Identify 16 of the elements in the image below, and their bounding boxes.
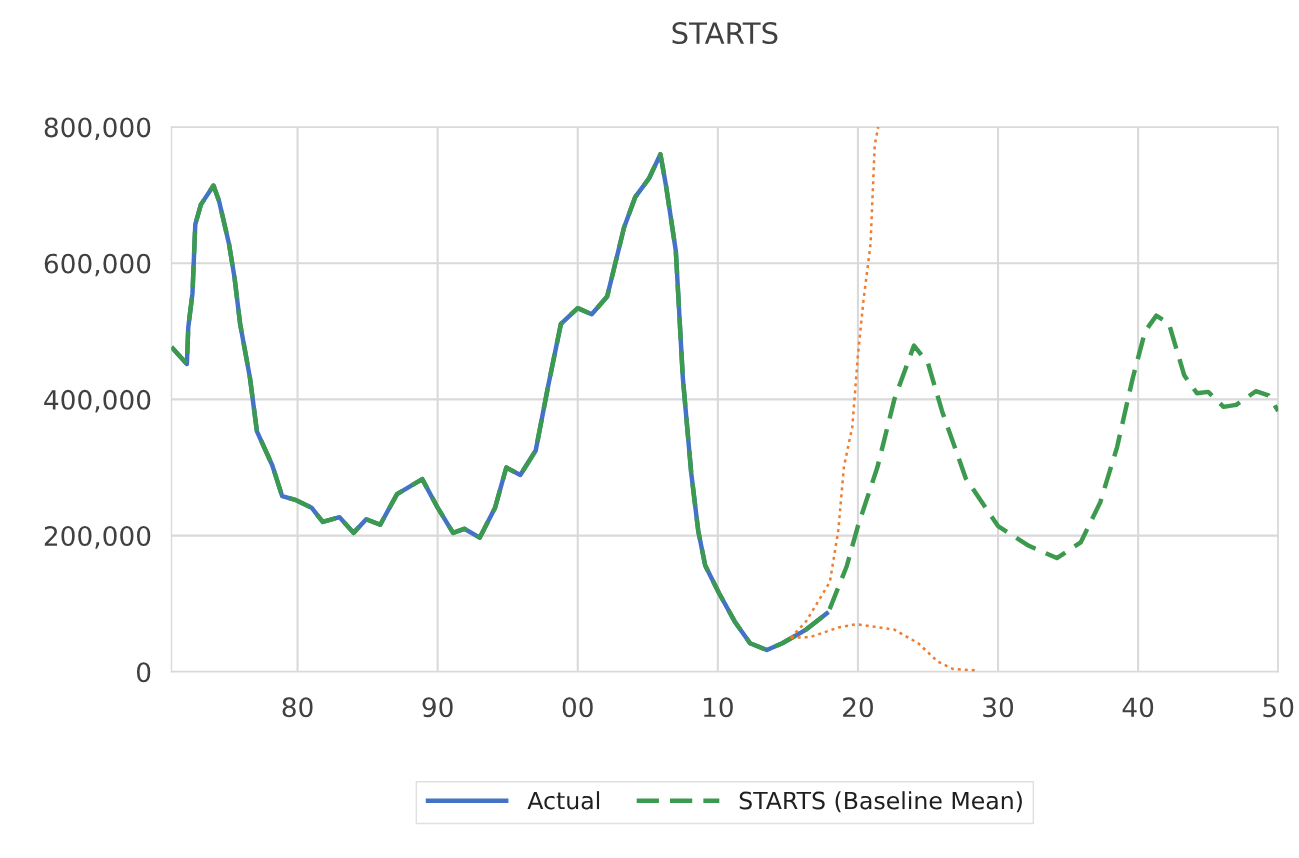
y-tick-label: 600,000 <box>44 253 151 277</box>
y-tick-label: 400,000 <box>44 389 151 413</box>
y-tick-label: 0 <box>136 662 151 683</box>
legend-label: Actual <box>527 791 600 810</box>
x-tick-label: 40 <box>1122 697 1154 718</box>
x-tick-label: 10 <box>703 697 733 718</box>
y-tick-label: 800,000 <box>44 117 151 141</box>
x-tick-label: 20 <box>843 697 873 718</box>
x-tick-label: 50 <box>1263 697 1294 718</box>
x-tick-label: 00 <box>562 697 593 718</box>
x-tick-label: 30 <box>983 697 1014 718</box>
chart-title: STARTS <box>672 22 778 45</box>
y-tick-label: 200,000 <box>44 526 151 549</box>
x-tick-label: 90 <box>422 697 453 718</box>
legend-label: STARTS (Baseline Mean) <box>739 791 1022 813</box>
x-tick-label: 80 <box>282 697 313 718</box>
